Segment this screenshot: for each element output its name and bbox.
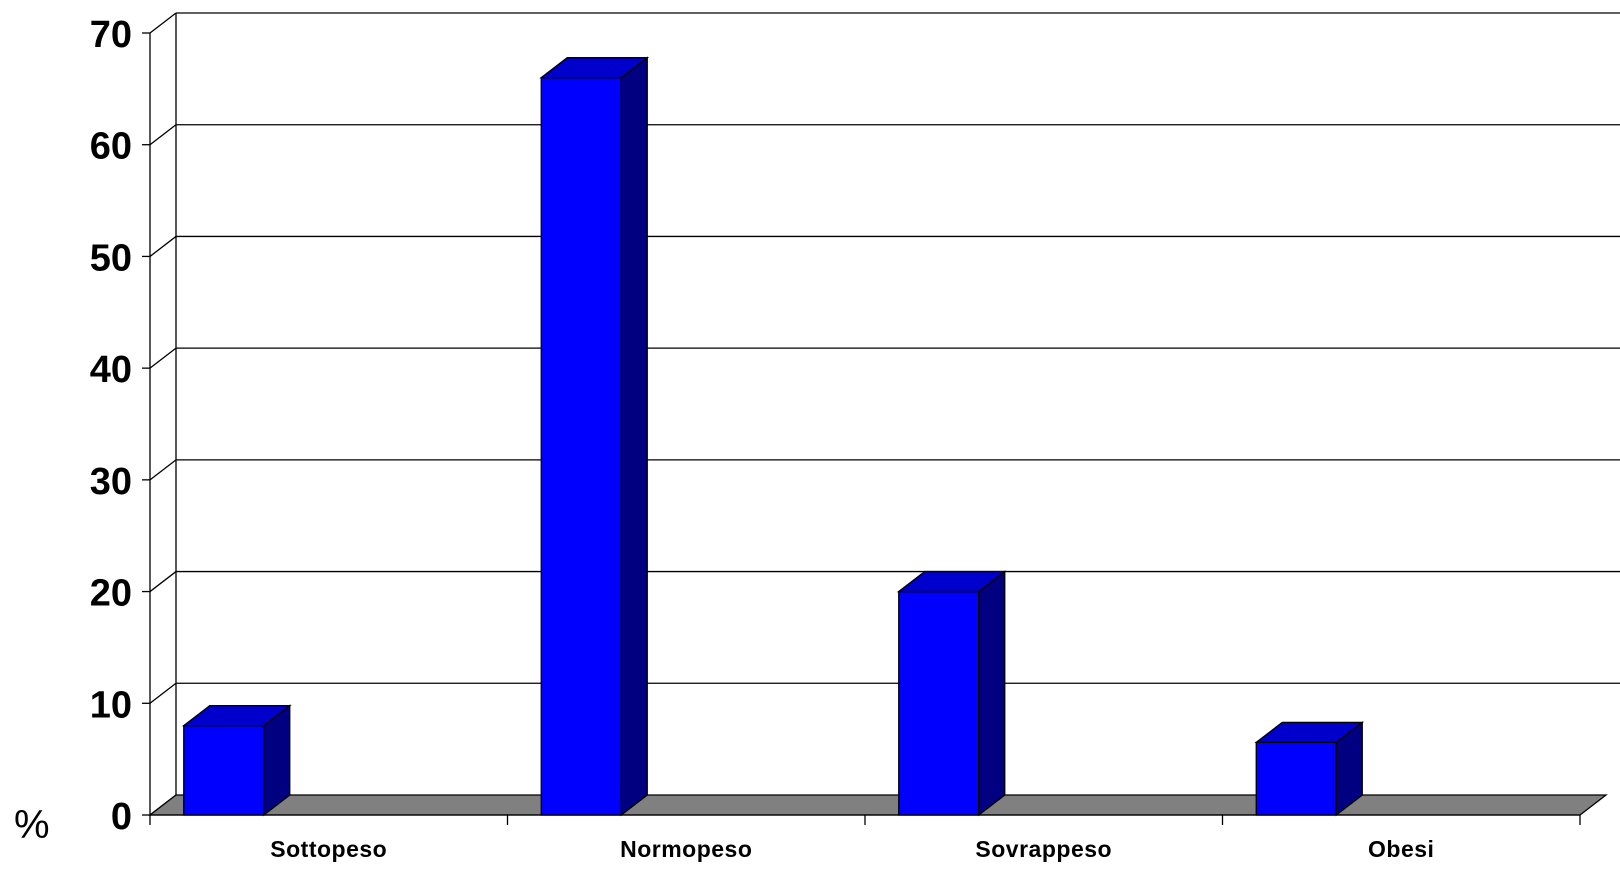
bar-front [1255,741,1337,816]
bar [539,56,650,817]
x-category-label: Normopeso [620,836,752,862]
bar-front [183,724,265,816]
bars [181,56,1365,817]
labels: % 0 10 20 30 40 50 60 70 Sottopeso Normopeso Sovra… [14,14,1434,862]
y-tick-label: 30 [90,461,132,503]
bar [1254,721,1365,817]
bar [896,570,1007,817]
bar-top [539,57,650,79]
y-axis-label: % [14,803,50,847]
x-category-label: Obesi [1368,836,1434,862]
gridline-connector [149,459,177,481]
y-tick-label: 60 [90,126,132,168]
x-category-label: Sottopeso [270,836,387,862]
y-tick-label: 40 [90,349,132,391]
chart-floor [148,794,1608,816]
y-tick-label: 10 [90,684,132,726]
gridline-connector [149,571,177,593]
x-category-label: Sovrappeso [975,836,1112,862]
bar-side [620,56,648,817]
gridline-connector [149,12,177,34]
bar-side [978,570,1006,817]
bar-top [1254,721,1365,744]
gridline-connector [149,682,177,704]
bar-front [898,590,980,816]
axes [142,13,1581,825]
bar [181,704,292,817]
bar-top [896,570,1007,593]
gridline-connector [149,124,177,146]
y-tick-label: 70 [90,14,132,56]
bar-top [181,704,292,727]
y-tick-label: 0 [111,796,132,838]
y-tick-label: 50 [90,237,132,279]
bar-front [540,77,622,816]
y-tick-label: 20 [90,573,132,615]
gridline-connector [149,347,177,369]
floor-plane [148,794,1608,816]
gridlines [149,12,1620,816]
gridline-connector [149,235,177,257]
